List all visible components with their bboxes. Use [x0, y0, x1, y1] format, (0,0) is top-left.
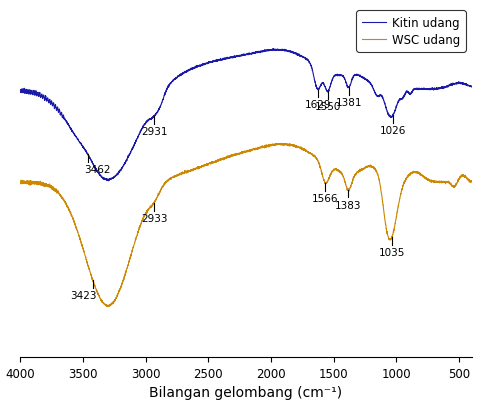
Text: 1381: 1381: [336, 98, 362, 108]
Legend: Kitin udang, WSC udang: Kitin udang, WSC udang: [356, 11, 466, 53]
Kitin udang: [469, 85, 475, 90]
Line: WSC udang: WSC udang: [21, 144, 472, 307]
WSC udang: [18, 181, 23, 185]
Line: Kitin udang: Kitin udang: [21, 49, 472, 181]
Text: 1383: 1383: [335, 200, 362, 210]
X-axis label: Bilangan gelombang (cm⁻¹): Bilangan gelombang (cm⁻¹): [150, 386, 343, 399]
Text: 3423: 3423: [70, 291, 97, 301]
Text: 2931: 2931: [141, 127, 168, 136]
WSC udang: [104, 304, 110, 309]
Kitin udang: [114, 173, 120, 177]
Kitin udang: [271, 47, 276, 52]
Text: 1566: 1566: [312, 194, 339, 204]
Text: 1035: 1035: [379, 247, 405, 257]
Kitin udang: [18, 89, 23, 94]
Text: 1026: 1026: [380, 126, 406, 136]
Kitin udang: [299, 55, 304, 60]
WSC udang: [468, 179, 474, 183]
Text: 1550: 1550: [315, 102, 341, 111]
Kitin udang: [426, 88, 432, 93]
WSC udang: [114, 293, 120, 298]
Kitin udang: [144, 119, 150, 124]
WSC udang: [277, 142, 283, 147]
Kitin udang: [468, 85, 474, 90]
WSC udang: [144, 209, 150, 214]
WSC udang: [426, 178, 432, 183]
Kitin udang: [106, 179, 111, 184]
Kitin udang: [291, 51, 296, 55]
WSC udang: [291, 143, 296, 148]
Text: 1629: 1629: [304, 100, 331, 110]
Text: 2933: 2933: [141, 214, 167, 224]
Text: 3462: 3462: [84, 164, 110, 175]
WSC udang: [299, 147, 304, 152]
WSC udang: [469, 179, 475, 184]
